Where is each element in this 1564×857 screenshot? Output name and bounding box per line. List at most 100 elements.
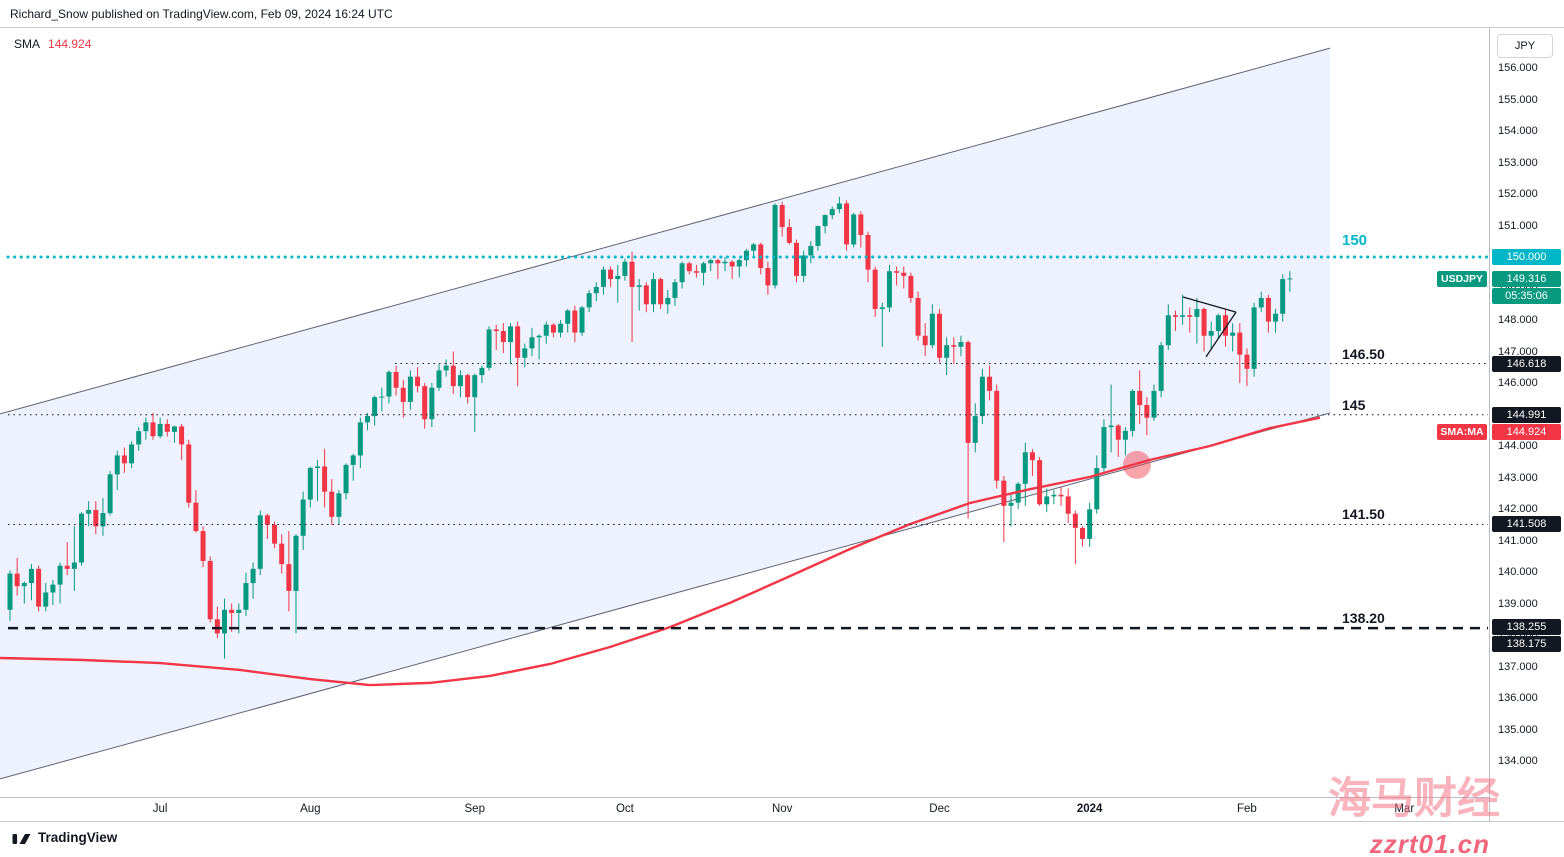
candle (701, 261, 707, 286)
candle (708, 258, 714, 272)
candle (1287, 271, 1293, 292)
candle (200, 526, 206, 568)
candle (500, 323, 506, 354)
candle (164, 419, 170, 437)
candle (422, 383, 428, 429)
price-axis-badge: 138.175 (1492, 635, 1561, 652)
price-tick-label: 153.000 (1498, 156, 1538, 169)
candle (1080, 526, 1085, 547)
candle (1194, 297, 1200, 344)
candle (686, 261, 692, 275)
candle (322, 449, 328, 508)
candle (107, 471, 113, 516)
trend-channel-fill (0, 48, 1330, 779)
candle (372, 395, 378, 426)
sma-legend-value: 144.924 (48, 37, 92, 51)
candle (808, 241, 814, 264)
candlestick-chart[interactable] (0, 28, 1489, 797)
price-tick-label: 140.000 (1498, 566, 1538, 578)
candle (114, 450, 120, 491)
candle (886, 264, 892, 313)
candle (693, 264, 699, 278)
sma-line[interactable] (0, 416, 1321, 687)
price-tick-label: 146.000 (1498, 377, 1538, 389)
candle (50, 579, 56, 606)
candle (400, 379, 406, 418)
countdown-badge: 05:35:06 (1492, 287, 1561, 304)
candle (472, 373, 478, 432)
candle (672, 279, 678, 306)
price-tick-label: 139.000 (1498, 597, 1538, 610)
candle (922, 323, 928, 357)
channel-lower-line[interactable] (0, 412, 1331, 780)
candle (636, 279, 642, 311)
time-axis-label: Mar (1394, 803, 1415, 815)
price-axis-badge: 149.316 (1492, 270, 1561, 287)
candle (593, 282, 599, 302)
candle (457, 370, 463, 398)
candle (1058, 486, 1064, 506)
channel-upper-line[interactable] (0, 47, 1331, 415)
price-tick-label: 148.000 (1498, 314, 1538, 326)
candle (1230, 323, 1236, 352)
candle (1144, 397, 1150, 435)
time-axis-label: 2024 (1076, 803, 1103, 815)
currency-button[interactable]: JPY (1497, 34, 1553, 58)
publish-text: Richard_Snow published on TradingView.co… (10, 7, 393, 21)
price-tick-label: 143.000 (1498, 471, 1538, 484)
candle (915, 291, 921, 341)
candle (772, 203, 778, 289)
time-axis-label: Nov (771, 803, 793, 815)
candle (1244, 348, 1250, 387)
time-axis-label: Feb (1237, 803, 1257, 815)
candle (1022, 442, 1028, 506)
footer-bar: TradingView (0, 821, 1564, 857)
candle (257, 510, 263, 576)
time-axis-label: Sep (464, 803, 485, 815)
level-label: 145 (1342, 396, 1366, 413)
candle (186, 439, 192, 508)
candle (264, 513, 270, 539)
candle (736, 258, 742, 278)
price-tick-label: 152.000 (1498, 188, 1538, 200)
candle (1108, 384, 1114, 453)
price-tick-label: 151.000 (1498, 219, 1538, 232)
price-axis[interactable]: JPY 156.000 155.000 154.000 153.000 152.000 1… (1489, 28, 1564, 821)
chart-area[interactable]: SMA 144.924 150 146.50 145 141.50 138.20 USDJ… (0, 28, 1489, 797)
time-axis[interactable]: Jul Aug Sep Oct Nov Dec 2024 Feb Mar (0, 797, 1489, 821)
candle (872, 266, 878, 317)
pennant-line[interactable] (1182, 296, 1237, 313)
candle (43, 583, 49, 612)
candle (1258, 291, 1264, 313)
candle (944, 337, 950, 376)
tradingview-brand[interactable]: TradingView (38, 830, 118, 845)
candle (350, 453, 356, 481)
candle (779, 201, 785, 237)
candle (1215, 313, 1221, 339)
candle (515, 321, 521, 387)
candle (1101, 419, 1107, 473)
candle (851, 212, 857, 248)
highlight-circle (1123, 450, 1151, 479)
candle (450, 351, 456, 395)
candle (1130, 389, 1136, 437)
candle (579, 305, 585, 336)
candle (136, 427, 142, 451)
candle (86, 501, 92, 527)
candle (7, 570, 13, 621)
candle (929, 304, 935, 349)
candle (143, 417, 149, 440)
pennant-line[interactable] (1205, 311, 1237, 358)
candle (1037, 457, 1043, 506)
candle (379, 387, 385, 412)
price-axis-badge: 146.618 (1492, 355, 1561, 372)
candle (57, 562, 63, 604)
candle (1251, 302, 1257, 377)
candle (1280, 274, 1286, 322)
tradingview-logo-icon[interactable] (12, 831, 31, 845)
candle (529, 327, 535, 357)
candle (1065, 488, 1071, 524)
indicator-legend[interactable]: SMA 144.924 (14, 37, 91, 51)
price-tick-label: 156.000 (1498, 62, 1538, 74)
